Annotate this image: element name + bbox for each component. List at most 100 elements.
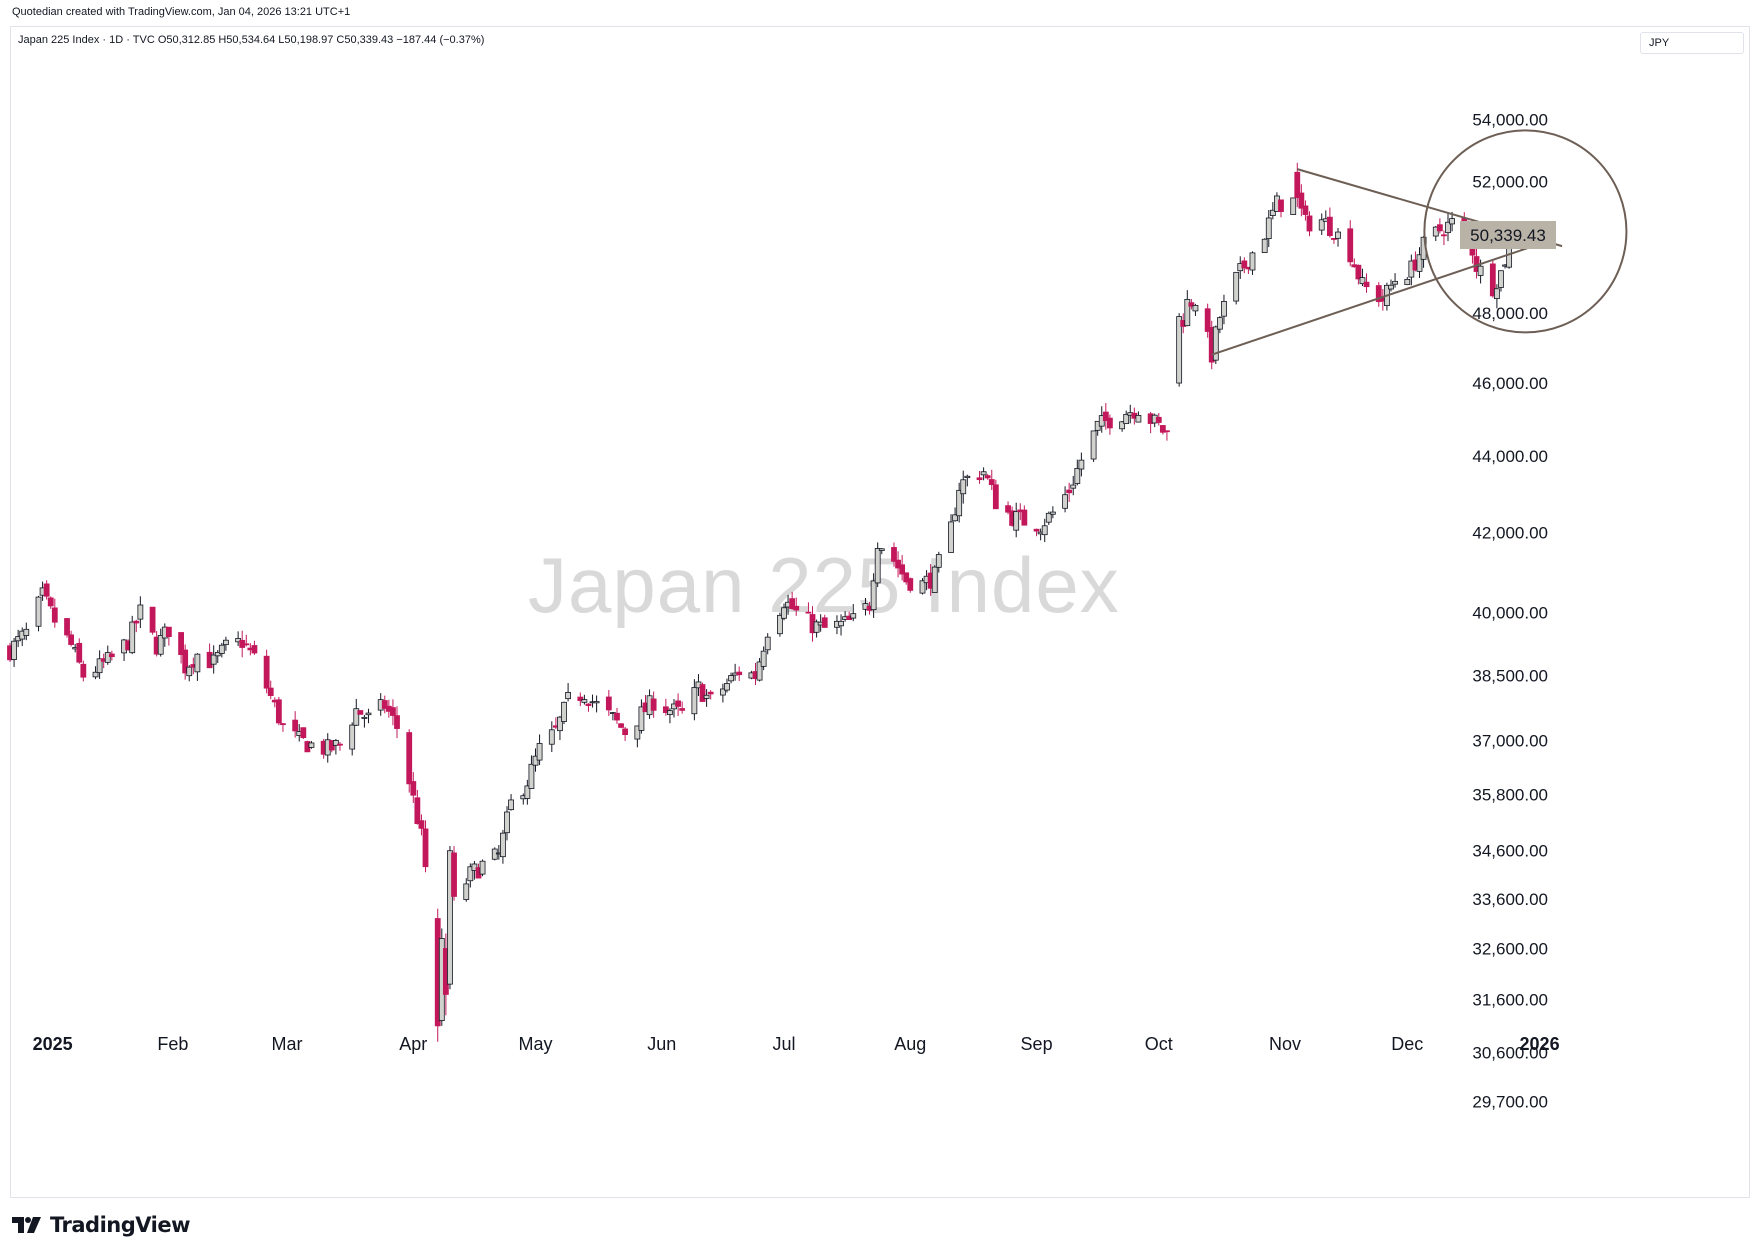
candle[interactable] — [524, 779, 531, 805]
candle[interactable] — [1155, 413, 1162, 426]
candle[interactable] — [1184, 290, 1191, 327]
candle[interactable] — [1375, 282, 1382, 307]
candle[interactable] — [728, 672, 734, 684]
candle[interactable] — [691, 679, 698, 721]
candle[interactable] — [1445, 213, 1451, 242]
candle[interactable] — [410, 772, 417, 803]
candle[interactable] — [51, 598, 58, 628]
candle[interactable] — [952, 507, 958, 522]
lower-trendline[interactable] — [1211, 245, 1534, 356]
candle[interactable] — [789, 591, 796, 610]
candle[interactable] — [1005, 501, 1011, 515]
candle[interactable] — [1359, 268, 1366, 287]
candle[interactable] — [557, 715, 563, 741]
candle[interactable] — [1265, 210, 1272, 248]
candle[interactable] — [365, 708, 372, 724]
candle[interactable] — [1298, 184, 1305, 217]
candle[interactable] — [964, 474, 971, 487]
candle[interactable] — [561, 701, 567, 725]
candle[interactable] — [956, 482, 963, 523]
candle[interactable] — [451, 846, 457, 901]
candle[interactable] — [878, 548, 885, 555]
candle[interactable] — [805, 602, 812, 614]
candle[interactable] — [1302, 200, 1309, 221]
candle[interactable] — [92, 666, 99, 680]
candle[interactable] — [1241, 257, 1248, 274]
candle[interactable] — [581, 694, 588, 705]
candle[interactable] — [585, 703, 592, 712]
candle[interactable] — [280, 722, 286, 732]
candle[interactable] — [332, 738, 339, 755]
candle[interactable] — [504, 806, 510, 841]
candle[interactable] — [1106, 414, 1113, 435]
candle[interactable] — [1363, 273, 1370, 293]
symbol-ohlc-legend[interactable]: Japan 225 Index · 1D · TVC O50,312.85 H5… — [18, 34, 485, 46]
candle[interactable] — [137, 596, 144, 629]
candle[interactable] — [948, 514, 954, 553]
candle[interactable] — [1033, 528, 1040, 537]
candle[interactable] — [390, 699, 396, 726]
candle[interactable] — [650, 691, 657, 718]
candle[interactable] — [1013, 502, 1020, 538]
highlight-circle[interactable] — [1423, 129, 1628, 334]
candle[interactable] — [1392, 273, 1398, 288]
candle[interactable] — [707, 690, 714, 700]
candle[interactable] — [96, 650, 103, 679]
candle[interactable] — [756, 658, 763, 682]
candle[interactable] — [667, 708, 673, 724]
candle[interactable] — [178, 632, 184, 664]
candle[interactable] — [1119, 421, 1126, 432]
candle[interactable] — [1221, 294, 1227, 325]
candle[interactable] — [129, 615, 136, 655]
candle[interactable] — [719, 683, 726, 703]
candle[interactable] — [891, 542, 897, 567]
candle[interactable] — [1045, 511, 1052, 525]
candle[interactable] — [919, 578, 926, 595]
candle[interactable] — [777, 612, 783, 637]
candle[interactable] — [1078, 452, 1085, 477]
candle[interactable] — [1135, 411, 1142, 423]
candle[interactable] — [1404, 277, 1411, 286]
candle[interactable] — [479, 859, 486, 877]
candle[interactable] — [813, 619, 820, 638]
candle[interactable] — [275, 696, 282, 726]
candle[interactable] — [1335, 228, 1341, 247]
candle[interactable] — [108, 650, 115, 661]
candle[interactable] — [903, 572, 910, 585]
candle[interactable] — [1269, 202, 1276, 220]
candle[interactable] — [1498, 270, 1504, 292]
candle[interactable] — [870, 573, 877, 618]
tradingview-brand[interactable]: TradingView — [12, 1212, 190, 1238]
candle[interactable] — [935, 551, 942, 573]
candle[interactable] — [308, 741, 315, 749]
candle[interactable] — [361, 715, 368, 728]
candle[interactable] — [251, 640, 258, 655]
candle[interactable] — [1021, 505, 1028, 526]
candle[interactable] — [1192, 303, 1199, 316]
candle[interactable] — [992, 479, 999, 510]
candle[interactable] — [165, 626, 172, 646]
candle[interactable] — [210, 645, 217, 674]
candle[interactable] — [724, 678, 730, 693]
candle[interactable] — [528, 755, 535, 790]
candle[interactable] — [895, 551, 901, 578]
candle[interactable] — [1188, 299, 1195, 310]
candle[interactable] — [1416, 247, 1423, 278]
candle[interactable] — [675, 693, 681, 717]
candle[interactable] — [1290, 197, 1297, 215]
candle[interactable] — [267, 680, 274, 700]
candle[interactable] — [292, 711, 299, 738]
candle[interactable] — [1176, 313, 1183, 387]
candle[interactable] — [223, 636, 229, 651]
candle[interactable] — [679, 701, 686, 714]
candle[interactable] — [35, 595, 42, 632]
candle[interactable] — [984, 473, 991, 480]
candle[interactable] — [605, 690, 612, 716]
candle[interactable] — [1249, 251, 1256, 275]
candle[interactable] — [532, 748, 539, 772]
candle[interactable] — [463, 878, 470, 902]
candle[interactable] — [850, 604, 857, 622]
candle[interactable] — [638, 699, 645, 734]
candle[interactable] — [394, 706, 400, 739]
